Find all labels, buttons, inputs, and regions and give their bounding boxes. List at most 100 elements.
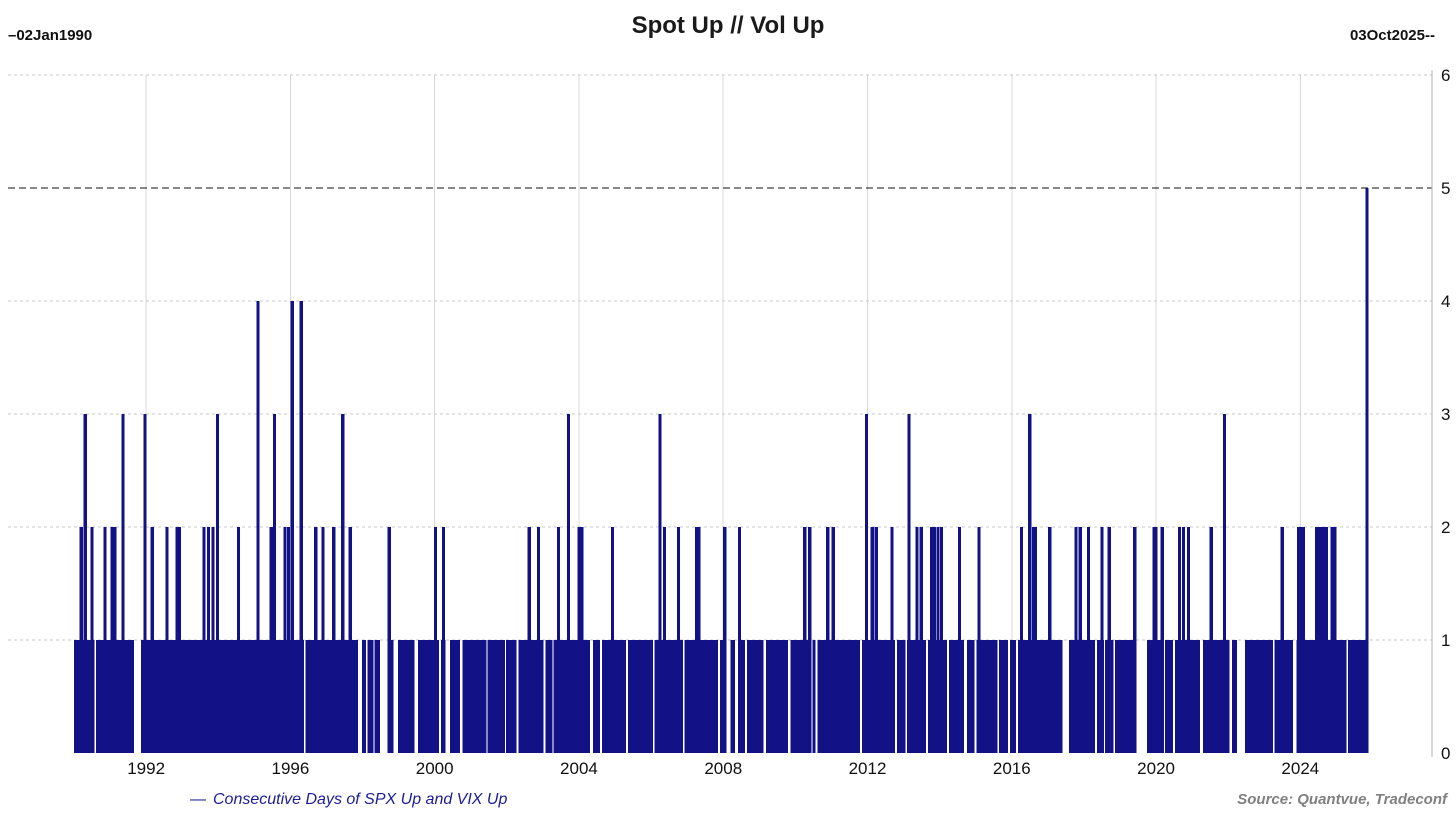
streak-bar [1296,527,1301,753]
streak-bar [1078,527,1082,753]
end-date-label: 03Oct2025-- [1349,27,1435,44]
streak-bar [610,527,615,753]
baseline-bar [1224,640,1230,753]
streak-bar [272,414,277,753]
streak-bar [864,414,869,753]
baseline-bar [462,640,487,753]
streak-bar [206,527,211,753]
streak-bar [177,527,181,753]
streak-bar [236,527,241,753]
baseline-bar [450,640,460,753]
streak-bar [1280,527,1284,753]
streak-bar [1177,527,1182,753]
streak-bar [1314,527,1319,753]
streak-bar [536,527,541,753]
baseline-bar [628,640,653,753]
baseline-bar [1232,640,1238,753]
baseline-bar [593,640,600,753]
streak-bar [737,527,742,753]
streak-bar [1107,527,1111,753]
streak-bar [83,414,87,753]
baseline-bar [765,640,789,753]
streak-bar [1031,527,1036,753]
y-tick-label: 5 [1441,179,1450,198]
streak-bar [387,527,391,753]
baseline-bar [545,640,553,753]
streak-bar [1317,527,1321,753]
streak-bar [930,527,934,753]
streak-bar [90,527,94,753]
baseline-bar [397,640,415,753]
streak-bar [348,527,352,753]
streak-bar [697,527,701,753]
streak-bar [566,414,571,753]
streak-bar [870,527,874,753]
streak-bar [110,527,114,753]
streak-bar [143,414,147,753]
legend: — Consecutive Days of SPX Up and VIX Up [190,791,507,809]
x-tick-label: 2024 [1281,759,1319,778]
streak-bar [1087,527,1091,753]
baseline-bar [487,640,506,753]
baseline-bar [1245,640,1273,753]
baseline-bar [389,640,394,753]
streak-bar [332,527,336,753]
baseline-bar [967,640,975,753]
y-tick-label: 3 [1441,405,1450,424]
streak-bar [433,527,438,753]
streak-bar [299,301,303,753]
baseline-bar [1017,640,1063,753]
streak-bar [113,527,117,753]
baseline-bar [949,640,965,753]
y-tick-label: 2 [1441,518,1450,537]
baseline-bar [897,640,906,753]
streak-bar [977,527,981,753]
x-tick-label: 1992 [127,759,165,778]
streak-bar [1152,527,1156,753]
streak-bar [676,527,681,753]
streak-bar [803,527,807,753]
streak-bar [1299,527,1303,753]
baseline-bar [362,640,367,753]
baseline-bar [1114,640,1135,753]
streak-bar [1320,527,1324,753]
baseline-bar [747,640,764,753]
streak-bar [1333,527,1337,753]
baseline-bar [1202,640,1224,753]
chart-title: Spot Up // Vol Up [631,12,825,39]
streak-bar [79,527,83,753]
baseline-bar [1165,640,1174,753]
streak-bar [269,527,273,753]
streak-bar [1028,414,1032,753]
streak-bar [314,527,318,753]
streak-bar [1181,527,1186,753]
baseline-bar [739,640,745,753]
streak-bar [202,527,206,753]
x-tick-label: 2020 [1137,759,1175,778]
streak-bar [939,527,944,753]
x-tick-label: 2008 [704,759,742,778]
streak-bar [1048,527,1052,753]
streak-bar [1186,527,1191,753]
baseline-bar [999,640,1009,753]
streak-bar [1365,188,1369,753]
bars-layer [74,188,1369,753]
streak-bar [915,527,919,753]
streak-bar [441,527,445,753]
baseline-bar [684,640,719,753]
streak-bar [694,527,699,753]
streak-bar [211,527,215,753]
streak-bar [1154,527,1158,753]
streak-bar [527,527,531,753]
streak-bar [165,527,169,753]
x-tick-label: 2000 [416,759,454,778]
baseline-bar [367,640,374,753]
streak-bar [341,414,345,753]
streak-bar [1100,527,1104,753]
streak-bar [103,527,107,753]
baseline-bar [817,640,860,753]
streak-bar [1324,527,1328,753]
streak-bar [662,527,667,753]
streak-bar [826,527,830,753]
